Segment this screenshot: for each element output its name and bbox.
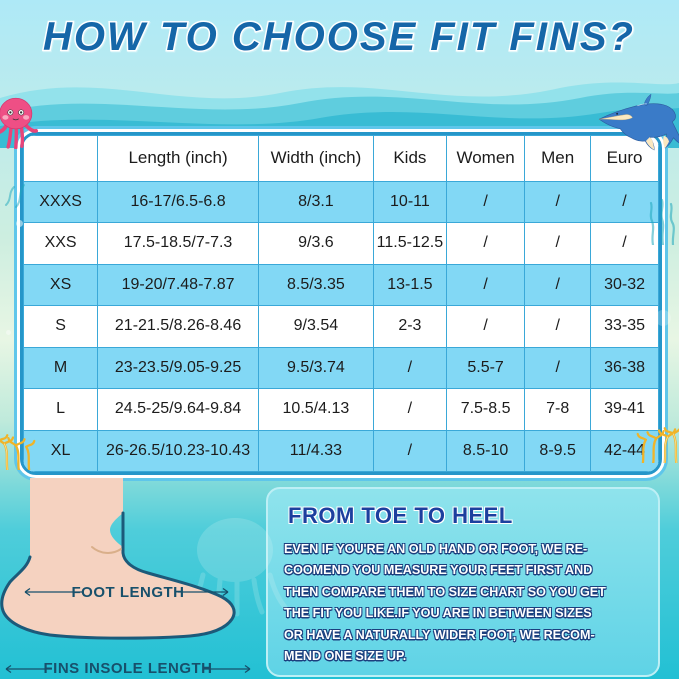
svg-text:HOW TO CHOOSE FIT FINS?: HOW TO CHOOSE FIT FINS? <box>43 15 635 59</box>
svg-text:FOOT LENGTH: FOOT LENGTH <box>72 584 185 601</box>
svg-text:FINS INSOLE LENGTH: FINS INSOLE LENGTH <box>43 660 212 677</box>
